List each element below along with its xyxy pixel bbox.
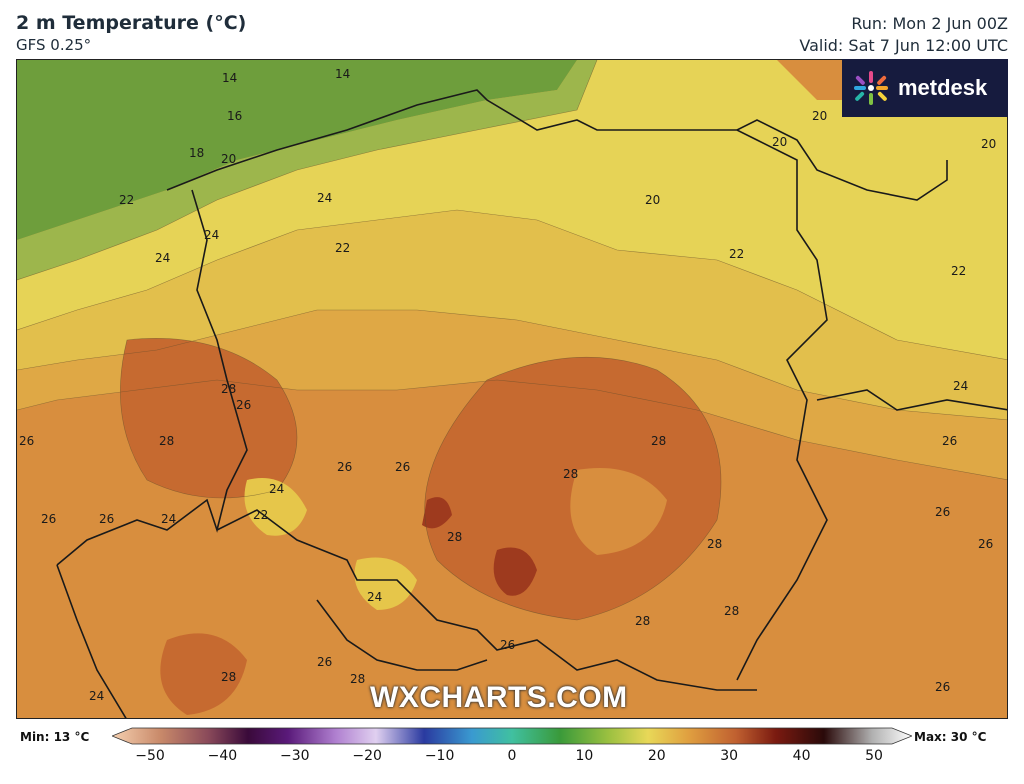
contour-label: 26 <box>41 512 56 526</box>
zone-24-czech <box>244 478 307 536</box>
zone-22 <box>17 210 1007 420</box>
run-time: Run: Mon 2 Jun 00Z <box>851 14 1008 33</box>
scale-tick-label: 0 <box>507 748 517 764</box>
scale-tick-label: 10 <box>575 748 594 764</box>
contour-label: 14 <box>222 71 237 85</box>
zone-20 <box>17 60 1007 360</box>
contour-label: 26 <box>337 460 352 474</box>
contour-label: 24 <box>155 251 170 265</box>
contour-label: 22 <box>335 241 350 255</box>
contour-label: 24 <box>367 590 382 604</box>
zone-26-inner <box>570 468 667 555</box>
zone-30-central <box>493 547 537 596</box>
contour-label: 26 <box>99 512 114 526</box>
color-bar <box>112 727 912 745</box>
logo-text: metdesk <box>898 75 988 100</box>
valid-time: Valid: Sat 7 Jun 12:00 UTC <box>799 36 1008 55</box>
contour-label: 24 <box>953 379 968 393</box>
model-label: GFS 0.25° <box>16 36 92 54</box>
zone-30-west <box>422 497 452 529</box>
contour-label: 28 <box>221 670 236 684</box>
contour-label: 24 <box>161 512 176 526</box>
zone-24-south <box>354 557 417 610</box>
zone-24 <box>17 310 1007 480</box>
max-temperature: Max: 30 °C <box>914 730 987 744</box>
scale-tick-label: −30 <box>280 748 310 764</box>
country-borders <box>56 89 1007 718</box>
min-temperature: Min: 13 °C <box>20 730 90 744</box>
contour-label: 18 <box>189 146 204 160</box>
contour-label: 26 <box>395 460 410 474</box>
contour-label: 24 <box>204 228 219 242</box>
contour-label: 28 <box>221 382 236 396</box>
contour-label: 28 <box>563 467 578 481</box>
contour-label: 28 <box>724 604 739 618</box>
contour-label: 28 <box>350 672 365 686</box>
scale-tick-label: −10 <box>424 748 455 764</box>
metdesk-logo[interactable]: metdesk <box>842 59 1008 117</box>
zone-14 <box>17 60 577 240</box>
contour-label: 24 <box>269 482 284 496</box>
contour-label-group: 14 14 16 18 20 20 20 20 20 22 24 24 24 2… <box>19 67 996 703</box>
contour-label: 28 <box>447 530 462 544</box>
contour-label: 20 <box>812 109 827 123</box>
flower-icon <box>854 71 888 105</box>
contour-label: 26 <box>935 505 950 519</box>
contour-label: 28 <box>159 434 174 448</box>
contour-label: 14 <box>335 67 350 81</box>
scale-tick-label: −50 <box>135 748 165 764</box>
contour-label: 22 <box>119 193 134 207</box>
contour-label: 26 <box>236 398 251 412</box>
contour-label: 28 <box>707 537 722 551</box>
contour-label: 26 <box>317 655 332 669</box>
contour-label: 28 <box>635 614 650 628</box>
contour-label: 20 <box>645 193 660 207</box>
color-scale-legend: Min: 13 °C Max: 30 °C <box>0 722 1024 784</box>
contour-label: 20 <box>981 137 996 151</box>
scale-tick-label: −40 <box>207 748 238 764</box>
contour-label: 26 <box>935 680 950 694</box>
contour-label: 16 <box>227 109 242 123</box>
contour-label: 22 <box>951 264 966 278</box>
contour-label: 22 <box>253 508 268 522</box>
contour-label: 20 <box>221 152 236 166</box>
contour-lines <box>17 60 1007 621</box>
scale-tick-label: 50 <box>865 748 883 764</box>
scale-tick-label: −20 <box>352 748 382 764</box>
zone-16 <box>17 60 597 280</box>
wxcharts-watermark: WXCHARTS.COM <box>370 681 628 714</box>
contour-label: 24 <box>89 689 104 703</box>
contour-label: 26 <box>978 537 993 551</box>
scale-tick-label: 40 <box>792 748 811 764</box>
contour-label: 28 <box>651 434 666 448</box>
contour-label: 22 <box>729 247 744 261</box>
scale-tick-label: 30 <box>720 748 739 764</box>
contour-label: 24 <box>317 191 332 205</box>
chart-title: 2 m Temperature (°C) <box>16 12 247 34</box>
scale-ticks: −50 −40 −30 −20 −10 0 10 20 30 40 50 <box>0 748 1024 772</box>
contour-label: 26 <box>19 434 34 448</box>
contour-label: 20 <box>772 135 787 149</box>
scale-tick-label: 20 <box>647 748 666 764</box>
contour-label: 26 <box>942 434 957 448</box>
temperature-map[interactable]: 14 14 16 18 20 20 20 20 20 22 24 24 24 2… <box>16 59 1008 719</box>
zone-28-west <box>120 338 297 498</box>
zone-28-south <box>160 633 247 715</box>
contour-label: 26 <box>500 638 515 652</box>
map-canvas: 14 14 16 18 20 20 20 20 20 22 24 24 24 2… <box>17 60 1007 718</box>
